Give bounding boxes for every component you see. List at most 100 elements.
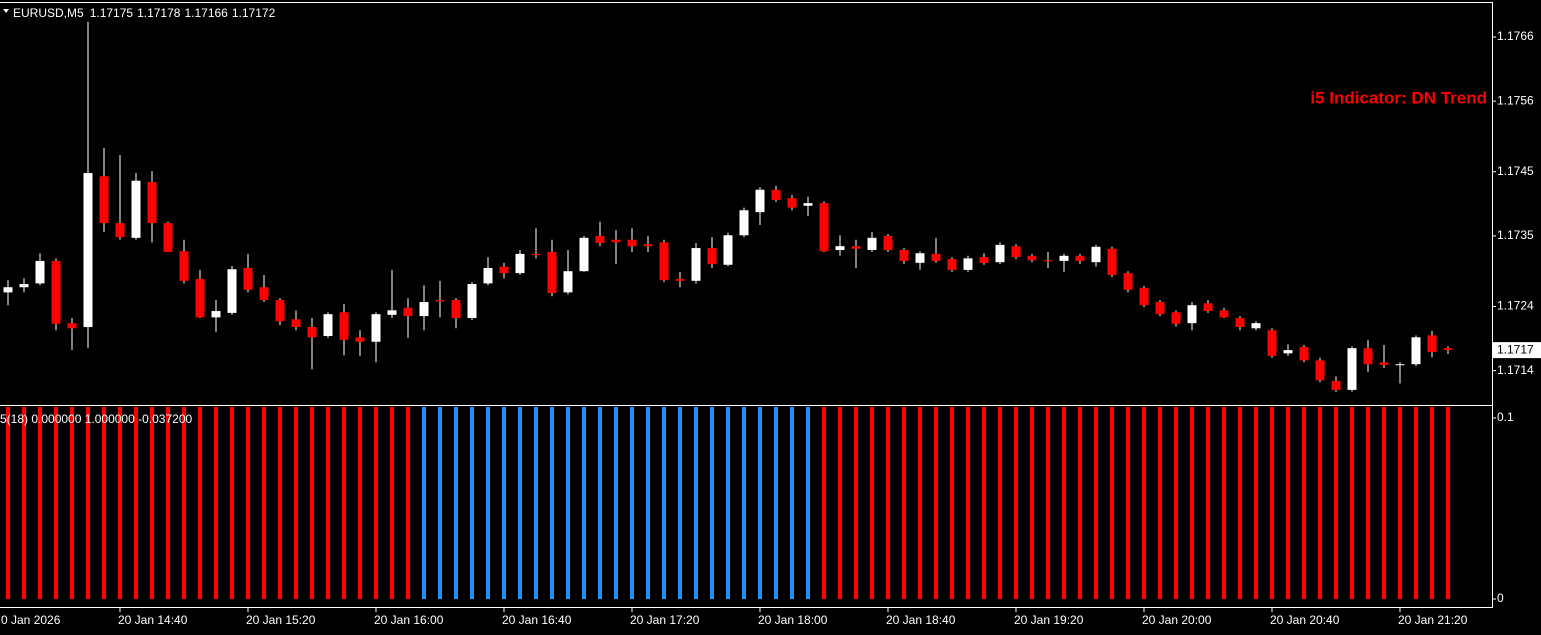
candle-body bbox=[595, 235, 605, 243]
indicator-bar bbox=[1078, 407, 1082, 600]
candle-body bbox=[931, 253, 941, 261]
indicator-bar bbox=[518, 407, 522, 600]
indicator-bar bbox=[630, 407, 634, 600]
y-tick-label: 1.1714 bbox=[1497, 363, 1534, 377]
indicator-bar bbox=[102, 407, 106, 600]
candle-body bbox=[883, 235, 893, 251]
indicator-bar bbox=[598, 407, 602, 600]
candle-body bbox=[179, 251, 189, 281]
candle-body bbox=[115, 223, 125, 238]
candle-body bbox=[1315, 360, 1325, 381]
indicator-bar bbox=[502, 407, 506, 600]
indicator-bar bbox=[1446, 407, 1450, 600]
candle-body bbox=[1187, 305, 1197, 324]
candle-body bbox=[979, 257, 989, 263]
candle-body bbox=[483, 267, 493, 284]
indicator-bar bbox=[582, 407, 586, 600]
indicator-bar bbox=[1430, 407, 1434, 600]
indicator-bar bbox=[6, 407, 10, 600]
trend-text: i5 Indicator: DN Trend bbox=[1310, 88, 1487, 107]
price-label: 1.1717 bbox=[1497, 342, 1534, 356]
candle-body bbox=[291, 319, 301, 328]
header-close: 1.17172 bbox=[232, 6, 276, 20]
candle-body bbox=[99, 176, 109, 224]
indicator-bar bbox=[246, 407, 250, 600]
candle-body bbox=[3, 287, 13, 293]
indicator-bar bbox=[662, 407, 666, 600]
price-panel bbox=[3, 21, 1453, 392]
indicator-bar bbox=[390, 407, 394, 600]
indicator-bar bbox=[1350, 407, 1354, 600]
y-tick-label: 1.1766 bbox=[1497, 29, 1534, 43]
indicator-bar bbox=[310, 407, 314, 600]
candle-body bbox=[435, 300, 445, 302]
candle-body bbox=[1219, 310, 1229, 318]
indicator-bar bbox=[38, 407, 42, 600]
indicator-bar bbox=[534, 407, 538, 600]
candle-body bbox=[243, 267, 253, 290]
indicator-bar bbox=[54, 407, 58, 600]
indicator-bar bbox=[1014, 407, 1018, 600]
candle-body bbox=[611, 239, 621, 243]
candle-body bbox=[195, 278, 205, 318]
menu-arrow[interactable] bbox=[3, 9, 9, 13]
candle-body bbox=[771, 189, 781, 200]
candle-body bbox=[1043, 260, 1053, 262]
chart-header: EURUSD,M5 1.17175 1.17178 1.17166 1.17172 bbox=[13, 6, 276, 20]
x-tick-label: 20 Jan 20:00 bbox=[1142, 613, 1212, 627]
candle-body bbox=[579, 237, 589, 272]
candle-body bbox=[1139, 287, 1149, 306]
candle-body bbox=[851, 246, 861, 249]
candle-body bbox=[675, 278, 685, 281]
candle-body bbox=[275, 300, 285, 322]
indicator-bar bbox=[758, 407, 762, 600]
indicator-bar bbox=[326, 407, 330, 600]
indicator-bar bbox=[710, 407, 714, 600]
indicator-y-tick-label: 0.1 bbox=[1497, 410, 1514, 424]
candle-body bbox=[403, 307, 413, 317]
indicator-bar bbox=[1094, 407, 1098, 600]
indicator-bar bbox=[358, 407, 362, 600]
indicator-bar bbox=[854, 407, 858, 600]
candle-body bbox=[355, 337, 365, 342]
indicator-bar bbox=[1382, 407, 1386, 600]
header-low: 1.17166 bbox=[184, 6, 228, 20]
candle-body bbox=[627, 239, 637, 247]
candle-body bbox=[227, 269, 237, 313]
candle-body bbox=[51, 260, 61, 324]
candle-body bbox=[1027, 255, 1037, 261]
candle-body bbox=[467, 284, 477, 319]
indicator-bar bbox=[278, 407, 282, 600]
indicator-bar bbox=[1030, 407, 1034, 600]
indicator-bar bbox=[422, 407, 426, 600]
indicator-bar bbox=[1270, 407, 1274, 600]
indicator-bar bbox=[134, 407, 138, 600]
candle-body bbox=[819, 203, 829, 252]
indicator-bar bbox=[550, 407, 554, 600]
candle-body bbox=[339, 312, 349, 340]
indicator-bar bbox=[774, 407, 778, 600]
candle-body bbox=[1091, 246, 1101, 263]
candle-body bbox=[1235, 318, 1245, 328]
indicator-bar bbox=[1302, 407, 1306, 600]
indicator-bar bbox=[118, 407, 122, 600]
x-tick-label: 20 Jan 17:20 bbox=[630, 613, 700, 627]
candle-body bbox=[515, 253, 525, 274]
candle-body bbox=[1299, 346, 1309, 361]
candle-body bbox=[547, 251, 557, 294]
header-open: 1.17175 bbox=[90, 6, 134, 20]
indicator-bar bbox=[166, 407, 170, 600]
candle-body bbox=[1363, 348, 1373, 365]
indicator-bar bbox=[918, 407, 922, 600]
indicator-bar bbox=[822, 407, 826, 600]
indicator-bar bbox=[1174, 407, 1178, 600]
indicator-bar bbox=[406, 407, 410, 600]
candle-body bbox=[835, 246, 845, 251]
indicator-bar bbox=[230, 407, 234, 600]
candle-body bbox=[1267, 330, 1277, 356]
indicator-bar bbox=[1062, 407, 1066, 600]
candle-body bbox=[307, 327, 317, 338]
indicator-bar bbox=[486, 407, 490, 600]
